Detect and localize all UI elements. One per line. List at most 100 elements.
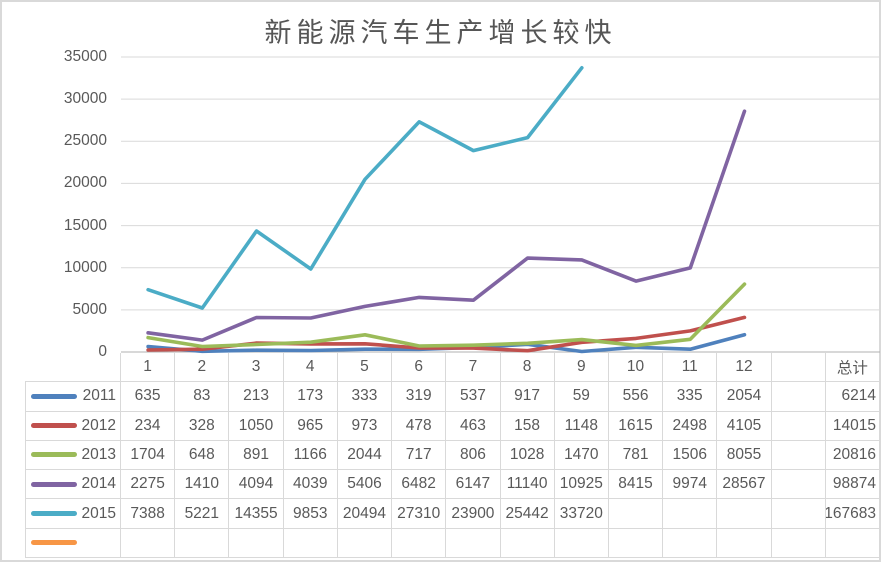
value-cell: 158 bbox=[500, 411, 555, 441]
spacer-cell bbox=[771, 470, 826, 500]
value-cell bbox=[500, 528, 555, 558]
y-axis-tick-label: 20000 bbox=[63, 174, 107, 192]
value-cell: 8055 bbox=[717, 440, 772, 471]
spacer-header-cell bbox=[771, 353, 826, 383]
value-cell: 234 bbox=[121, 411, 176, 441]
value-cell: 1148 bbox=[554, 411, 609, 441]
month-header-cell: 9 bbox=[554, 353, 609, 383]
month-header-cell: 1 bbox=[121, 353, 176, 383]
total-cell: 167683 bbox=[825, 499, 880, 529]
value-cell: 717 bbox=[392, 440, 447, 471]
legend-line-swatch bbox=[31, 481, 77, 487]
legend-cell: 2014 bbox=[25, 470, 121, 500]
legend-line-swatch bbox=[31, 540, 77, 546]
legend-line-swatch bbox=[31, 452, 77, 458]
month-header-cell: 7 bbox=[446, 353, 501, 383]
value-cell bbox=[554, 528, 609, 558]
series-line-2014 bbox=[146, 109, 747, 342]
total-header-cell: 总计 bbox=[825, 353, 880, 383]
value-cell bbox=[717, 499, 772, 529]
value-cell: 27310 bbox=[392, 499, 447, 529]
value-cell: 6147 bbox=[446, 470, 501, 500]
y-axis-tick-label: 5000 bbox=[72, 300, 107, 318]
value-cell: 1615 bbox=[608, 411, 664, 441]
value-cell: 1050 bbox=[229, 411, 284, 441]
value-cell: 10925 bbox=[554, 470, 609, 500]
value-cell: 1166 bbox=[283, 440, 338, 471]
month-header-cell: 2 bbox=[175, 353, 230, 383]
value-cell bbox=[283, 528, 338, 558]
value-cell: 478 bbox=[392, 411, 447, 441]
legend-cell bbox=[25, 528, 121, 558]
legend-cell: 2013 bbox=[25, 440, 121, 471]
value-cell: 973 bbox=[337, 411, 393, 441]
value-cell bbox=[608, 499, 664, 529]
legend-line-swatch bbox=[31, 393, 77, 399]
value-cell: 213 bbox=[229, 382, 284, 412]
value-cell: 7388 bbox=[121, 499, 176, 529]
total-cell: 20816 bbox=[825, 440, 880, 471]
value-cell: 1028 bbox=[500, 440, 555, 471]
value-cell: 59 bbox=[554, 382, 609, 412]
series-line-2015 bbox=[146, 66, 584, 310]
value-cell: 4039 bbox=[283, 470, 338, 500]
month-header-cell: 4 bbox=[283, 353, 338, 383]
spacer-cell bbox=[771, 440, 826, 471]
month-header-cell: 11 bbox=[663, 353, 718, 383]
value-cell: 28567 bbox=[717, 470, 772, 500]
value-cell: 1410 bbox=[175, 470, 230, 500]
value-cell: 6482 bbox=[392, 470, 447, 500]
y-axis-tick-label: 10000 bbox=[63, 258, 107, 276]
series-name-label: 2015 bbox=[81, 504, 116, 522]
total-cell: 6214 bbox=[825, 382, 880, 412]
month-header-cell: 10 bbox=[608, 353, 664, 383]
value-cell: 5406 bbox=[337, 470, 393, 500]
value-cell bbox=[121, 528, 176, 558]
value-cell: 333 bbox=[337, 382, 393, 412]
value-cell: 537 bbox=[446, 382, 501, 412]
total-cell: 98874 bbox=[825, 470, 880, 500]
y-axis-tick-label: 35000 bbox=[63, 48, 107, 65]
value-cell: 965 bbox=[283, 411, 338, 441]
value-cell: 319 bbox=[392, 382, 447, 412]
value-cell: 463 bbox=[446, 411, 501, 441]
y-axis-tick-label: 30000 bbox=[63, 90, 107, 108]
chart-title: 新能源汽车生产增长较快 bbox=[264, 18, 617, 48]
value-cell: 917 bbox=[500, 382, 555, 412]
y-axis-tick-label: 15000 bbox=[63, 216, 107, 234]
legend-cell: 2015 bbox=[25, 499, 121, 529]
value-cell: 648 bbox=[175, 440, 230, 471]
month-header-cell: 6 bbox=[392, 353, 447, 383]
value-cell bbox=[392, 528, 447, 558]
value-cell bbox=[717, 528, 772, 558]
spacer-cell bbox=[771, 382, 826, 412]
spacer-cell bbox=[771, 499, 826, 529]
spacer-cell bbox=[771, 528, 826, 558]
series-name-label: 2013 bbox=[81, 445, 116, 463]
table-corner-cell bbox=[25, 353, 121, 383]
month-header-cell: 12 bbox=[717, 353, 772, 383]
value-cell: 556 bbox=[608, 382, 664, 412]
value-cell: 33720 bbox=[554, 499, 609, 529]
series-name-label: 2014 bbox=[81, 475, 116, 493]
value-cell: 806 bbox=[446, 440, 501, 471]
series-name-label: 2012 bbox=[81, 416, 116, 434]
value-cell: 11140 bbox=[500, 470, 555, 500]
total-cell bbox=[825, 528, 880, 558]
value-cell: 4105 bbox=[717, 411, 772, 441]
value-cell bbox=[663, 499, 718, 529]
value-cell bbox=[175, 528, 230, 558]
legend-line-swatch bbox=[31, 423, 77, 429]
series-name-label: 2011 bbox=[82, 387, 116, 405]
value-cell: 2044 bbox=[337, 440, 393, 471]
value-cell bbox=[229, 528, 284, 558]
value-cell: 335 bbox=[663, 382, 718, 412]
y-axis-tick-label: 0 bbox=[98, 343, 107, 360]
value-cell: 20494 bbox=[337, 499, 393, 529]
month-header-cell: 3 bbox=[229, 353, 284, 383]
legend-cell: 2011 bbox=[25, 382, 121, 412]
value-cell: 25442 bbox=[500, 499, 555, 529]
value-cell: 173 bbox=[283, 382, 338, 412]
value-cell bbox=[446, 528, 501, 558]
month-header-cell: 8 bbox=[500, 353, 555, 383]
